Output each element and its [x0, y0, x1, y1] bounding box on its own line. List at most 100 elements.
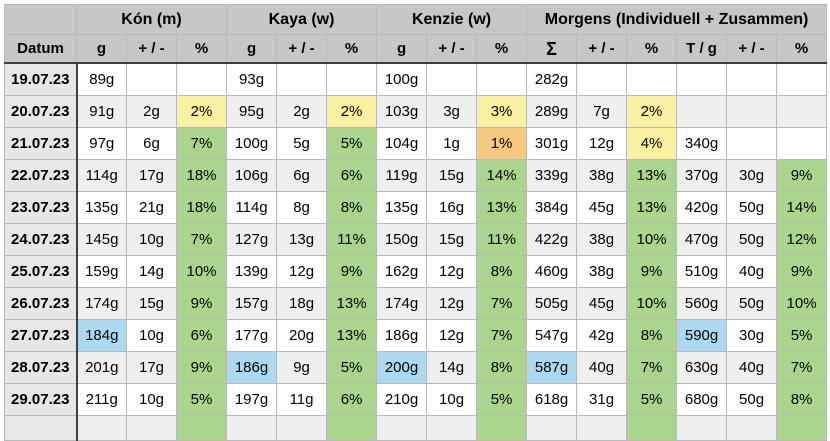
value-cell[interactable]: 114g: [226, 191, 278, 224]
value-cell[interactable]: 470g: [676, 223, 728, 256]
value-cell[interactable]: [726, 62, 778, 96]
value-cell[interactable]: 10%: [626, 287, 678, 320]
value-cell[interactable]: [175, 415, 228, 441]
value-cell[interactable]: 13%: [626, 191, 678, 224]
value-cell[interactable]: [76, 415, 127, 441]
value-cell[interactable]: 174g: [376, 287, 428, 320]
value-cell[interactable]: 7%: [476, 287, 528, 320]
value-cell[interactable]: 630g: [676, 351, 728, 384]
value-cell[interactable]: 40g: [576, 351, 628, 384]
value-cell[interactable]: 11%: [476, 223, 528, 256]
value-cell[interactable]: 9%: [175, 351, 228, 384]
date-cell[interactable]: 25.07.23: [4, 255, 78, 288]
value-cell[interactable]: [226, 415, 278, 441]
value-cell[interactable]: 3g: [426, 95, 478, 128]
value-cell[interactable]: 14%: [476, 159, 528, 192]
value-cell[interactable]: 9%: [175, 287, 228, 320]
value-cell[interactable]: 9g: [276, 351, 328, 384]
column-header-cell[interactable]: + / -: [426, 34, 478, 64]
column-header-cell[interactable]: %: [326, 34, 378, 64]
value-cell[interactable]: [726, 95, 778, 128]
value-cell[interactable]: 587g: [526, 351, 578, 384]
value-cell[interactable]: 7%: [776, 351, 828, 384]
value-cell[interactable]: 18g: [276, 287, 328, 320]
value-cell[interactable]: 14g: [126, 255, 177, 288]
value-cell[interactable]: 14%: [776, 191, 828, 224]
value-cell[interactable]: 97g: [76, 127, 127, 160]
value-cell[interactable]: 5g: [276, 127, 328, 160]
value-cell[interactable]: 5%: [326, 351, 378, 384]
value-cell[interactable]: 12g: [426, 287, 478, 320]
value-cell[interactable]: 8%: [626, 319, 678, 352]
value-cell[interactable]: 6%: [175, 319, 228, 352]
value-cell[interactable]: 104g: [376, 127, 428, 160]
column-header-cell[interactable]: + / -: [276, 34, 328, 64]
value-cell[interactable]: 21g: [126, 191, 177, 224]
value-cell[interactable]: [776, 415, 828, 441]
value-cell[interactable]: 422g: [526, 223, 578, 256]
value-cell[interactable]: 5%: [776, 319, 828, 352]
value-cell[interactable]: 127g: [226, 223, 278, 256]
value-cell[interactable]: 8g: [276, 191, 328, 224]
value-cell[interactable]: 40g: [726, 255, 778, 288]
value-cell[interactable]: [126, 415, 177, 441]
value-cell[interactable]: 159g: [76, 255, 127, 288]
value-cell[interactable]: [776, 127, 828, 160]
value-cell[interactable]: 2%: [626, 95, 678, 128]
value-cell[interactable]: 2%: [326, 95, 378, 128]
value-cell[interactable]: 8%: [326, 191, 378, 224]
column-header-cell[interactable]: + / -: [726, 34, 778, 64]
value-cell[interactable]: 560g: [676, 287, 728, 320]
value-cell[interactable]: 14g: [426, 351, 478, 384]
value-cell[interactable]: 13g: [276, 223, 328, 256]
value-cell[interactable]: 186g: [376, 319, 428, 352]
value-cell[interactable]: [326, 415, 378, 441]
date-cell[interactable]: 21.07.23: [4, 127, 78, 160]
value-cell[interactable]: 9%: [326, 255, 378, 288]
date-cell[interactable]: 28.07.23: [4, 351, 78, 384]
value-cell[interactable]: 12%: [776, 223, 828, 256]
value-cell[interactable]: 210g: [376, 383, 428, 416]
value-cell[interactable]: [726, 415, 778, 441]
date-cell[interactable]: 26.07.23: [4, 287, 78, 320]
column-header-cell[interactable]: g: [226, 34, 278, 64]
value-cell[interactable]: 12g: [276, 255, 328, 288]
value-cell[interactable]: 30g: [726, 319, 778, 352]
value-cell[interactable]: [526, 415, 578, 441]
value-cell[interactable]: [626, 415, 678, 441]
value-cell[interactable]: 135g: [376, 191, 428, 224]
value-cell[interactable]: 10g: [126, 319, 177, 352]
value-cell[interactable]: 17g: [126, 159, 177, 192]
column-header-cell[interactable]: + / -: [126, 34, 177, 64]
value-cell[interactable]: 9%: [776, 159, 828, 192]
value-cell[interactable]: 6%: [326, 159, 378, 192]
column-header-cell[interactable]: %: [626, 34, 678, 64]
value-cell[interactable]: 12g: [426, 255, 478, 288]
value-cell[interactable]: 91g: [76, 95, 127, 128]
value-cell[interactable]: 184g: [76, 319, 127, 352]
value-cell[interactable]: [326, 62, 378, 96]
value-cell[interactable]: 13%: [626, 159, 678, 192]
column-header-cell[interactable]: + / -: [576, 34, 628, 64]
value-cell[interactable]: [626, 62, 678, 96]
column-header-cell[interactable]: %: [776, 34, 828, 64]
value-cell[interactable]: 18%: [175, 159, 228, 192]
date-cell[interactable]: 29.07.23: [4, 383, 78, 416]
value-cell[interactable]: 13%: [326, 319, 378, 352]
value-cell[interactable]: 17g: [126, 351, 177, 384]
value-cell[interactable]: 301g: [526, 127, 578, 160]
value-cell[interactable]: 4%: [626, 127, 678, 160]
column-header-cell[interactable]: Datum: [4, 34, 77, 64]
value-cell[interactable]: 420g: [676, 191, 728, 224]
value-cell[interactable]: [476, 62, 528, 96]
group-header-cell[interactable]: Kón (m): [75, 4, 228, 35]
value-cell[interactable]: 186g: [226, 351, 278, 384]
value-cell[interactable]: [776, 62, 828, 96]
value-cell[interactable]: 100g: [376, 62, 428, 96]
date-cell[interactable]: 27.07.23: [4, 319, 78, 352]
value-cell[interactable]: 10%: [776, 287, 828, 320]
value-cell[interactable]: 10g: [426, 383, 478, 416]
value-cell[interactable]: 5%: [326, 127, 378, 160]
value-cell[interactable]: 10%: [175, 255, 228, 288]
column-header-cell[interactable]: Σ: [526, 34, 578, 64]
